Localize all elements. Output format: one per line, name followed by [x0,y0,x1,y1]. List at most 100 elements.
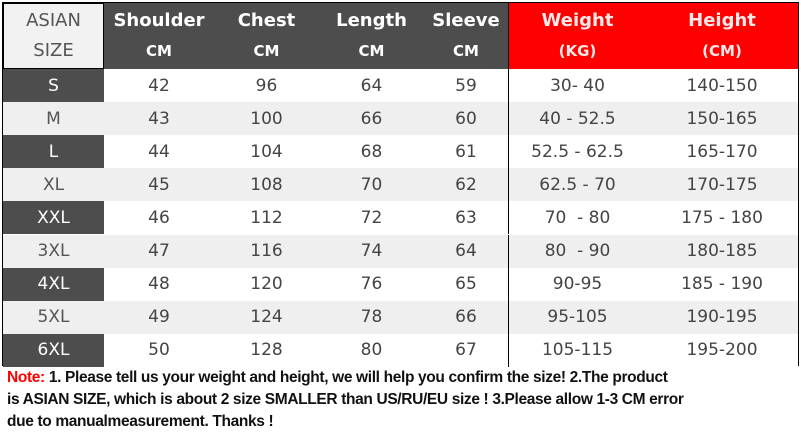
cell-height: 170-175 [686,174,758,195]
cell-chest: 100 [250,108,283,129]
size-note: Note: 1. Please tell us your weight and … [7,367,684,433]
cell-height: 185 - 190 [681,274,763,295]
cell-length: 70 [360,174,383,195]
cell-length: 72 [360,207,383,228]
cell-height: 180-185 [686,241,758,261]
note-line-3: due to manualmeasurement. Thanks ! [7,413,274,430]
table-row: L 44 104 68 61 52.5 - 62.5 165-170 [3,135,798,169]
size-chart-table: ASIAN SIZE Shoulder CM Chest CM Length CM S… [2,2,799,367]
note-label: Note: [7,369,45,386]
cell-size: XL [3,168,104,202]
cell-length: 74 [360,241,383,261]
cell-sleeve: 61 [455,141,477,162]
header-label: Shoulder [113,10,205,31]
cell-weight: 62.5 - 70 [508,168,646,202]
cell-chest: 104 [250,141,283,162]
header-shoulder: Shoulder CM [104,3,214,69]
cell-shoulder: 49 [148,307,170,328]
header-length: Length CM [319,3,424,69]
cell-weight: 95-105 [508,300,646,334]
header-sleeve: Sleeve CM [424,3,508,69]
cell-size: M [3,102,104,136]
table-row: 6XL 50 128 80 67 105-115 195-200 [3,333,798,367]
cell-size: L [3,135,104,169]
header-weight: Weight (KG) [508,3,646,69]
cell-height: 175 - 180 [681,207,763,228]
cell-weight: 80 - 90 [508,234,646,268]
header-label: Sleeve [432,10,500,31]
table-row: XL 45 108 70 62 62.5 - 70 170-175 [3,168,798,202]
cell-shoulder: 42 [148,75,170,96]
cell-length: 66 [360,108,383,129]
table-row: 3XL 47 116 74 64 80 - 90 180-185 [3,234,798,268]
header-height: Height (CM) [646,3,798,69]
cell-chest: 96 [255,75,278,96]
cell-height: 165-170 [686,141,758,162]
cell-size: 4XL [3,267,104,301]
header-label: Chest [237,10,296,31]
note-line-1: Note: 1. Please tell us your weight and … [7,367,684,389]
cell-sleeve: 60 [455,108,477,129]
cell-size: 6XL [3,333,104,367]
cell-sleeve: 59 [455,75,477,96]
cell-shoulder: 43 [148,108,170,129]
cell-weight: 70 - 80 [508,201,646,235]
cell-length: 68 [360,141,383,162]
header-label: Length [336,10,407,31]
cell-shoulder: 44 [148,141,170,162]
cell-weight: 40 - 52.5 [508,102,646,136]
header-unit: (KG) [558,42,597,60]
cell-height: 190-195 [686,307,758,328]
header-unit: (CM) [702,42,742,60]
cell-length: 80 [360,340,383,361]
cell-sleeve: 65 [455,274,477,295]
cell-chest: 124 [250,307,283,328]
cell-sleeve: 67 [455,340,477,361]
cell-sleeve: 66 [455,307,477,328]
cell-size: S [3,69,104,102]
note-line-2: is ASIAN SIZE, which is about 2 size SMA… [7,391,684,408]
header-unit: CM [253,42,280,60]
cell-shoulder: 46 [148,207,170,228]
cell-size: 5XL [3,300,104,334]
cell-size: XXL [3,201,104,235]
header-row: ASIAN SIZE Shoulder CM Chest CM Length CM S… [3,3,798,69]
cell-shoulder: 48 [148,274,170,295]
cell-weight: 105-115 [508,333,646,367]
cell-chest: 128 [250,340,283,361]
cell-height: 150-165 [686,108,758,129]
cell-height: 195-200 [686,340,758,361]
cell-weight: 30- 40 [508,69,646,102]
cell-sleeve: 63 [455,207,477,228]
header-unit: CM [453,42,479,60]
header-asian-size: ASIAN SIZE [3,3,104,69]
table-row: S 42 96 64 59 30- 40 140-150 [3,69,798,102]
cell-height: 140-150 [686,75,758,96]
header-label: Weight [541,10,614,31]
header-unit: CM [146,42,172,60]
header-size-line2: SIZE [33,40,74,61]
table-row: 4XL 48 120 76 65 90-95 185 - 190 [3,267,798,301]
cell-shoulder: 45 [148,174,170,195]
header-chest: Chest CM [214,3,319,69]
cell-weight: 90-95 [508,267,646,301]
table-row: 5XL 49 124 78 66 95-105 190-195 [3,300,798,334]
table-row: M 43 100 66 60 40 - 52.5 150-165 [3,102,798,136]
cell-length: 76 [360,274,383,295]
cell-length: 78 [360,307,383,328]
cell-shoulder: 47 [148,241,170,261]
cell-length: 64 [360,75,383,96]
cell-sleeve: 64 [455,241,477,261]
header-label: Height [688,10,756,31]
cell-sleeve: 62 [455,174,477,195]
header-size-line1: ASIAN [26,10,81,31]
cell-chest: 120 [250,274,283,295]
table-row: XXL 46 112 72 63 70 - 80 175 - 180 [3,201,798,235]
cell-chest: 116 [250,241,283,261]
cell-weight: 52.5 - 62.5 [508,135,646,169]
header-unit: CM [358,42,385,60]
note-text: 1. Please tell us your weight and height… [44,369,668,386]
cell-shoulder: 50 [148,340,170,361]
cell-chest: 112 [250,207,283,228]
cell-size: 3XL [3,234,104,268]
